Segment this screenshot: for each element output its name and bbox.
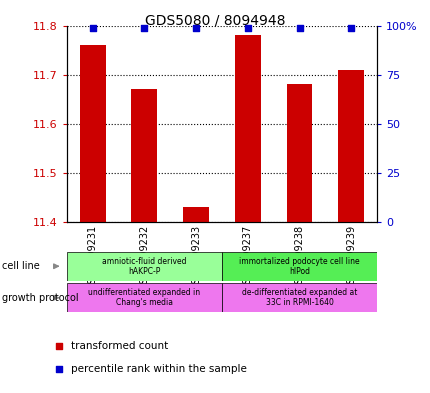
- Point: [141, 24, 147, 31]
- Bar: [67, 283, 221, 312]
- Point: [89, 24, 96, 31]
- Point: [347, 24, 354, 31]
- Text: undifferentiated expanded in
Chang's media: undifferentiated expanded in Chang's med…: [88, 288, 200, 307]
- Text: growth protocol: growth protocol: [2, 293, 79, 303]
- Bar: [338, 70, 363, 222]
- Bar: [234, 35, 260, 222]
- Text: immortalized podocyte cell line
hIPod: immortalized podocyte cell line hIPod: [239, 257, 359, 276]
- Point: [55, 343, 62, 349]
- Text: transformed count: transformed count: [71, 341, 168, 351]
- Bar: [80, 45, 105, 222]
- Bar: [67, 252, 221, 281]
- Bar: [221, 283, 376, 312]
- Bar: [286, 84, 312, 222]
- Text: cell line: cell line: [2, 261, 40, 271]
- Text: de-differentiated expanded at
33C in RPMI-1640: de-differentiated expanded at 33C in RPM…: [241, 288, 356, 307]
- Text: GDS5080 / 8094948: GDS5080 / 8094948: [145, 14, 285, 28]
- Point: [244, 24, 251, 31]
- Point: [55, 366, 62, 373]
- Point: [192, 24, 199, 31]
- Bar: [221, 252, 376, 281]
- Bar: [183, 208, 209, 222]
- Text: percentile rank within the sample: percentile rank within the sample: [71, 364, 246, 375]
- Text: amniotic-fluid derived
hAKPC-P: amniotic-fluid derived hAKPC-P: [102, 257, 186, 276]
- Bar: [131, 90, 157, 222]
- Point: [295, 24, 302, 31]
